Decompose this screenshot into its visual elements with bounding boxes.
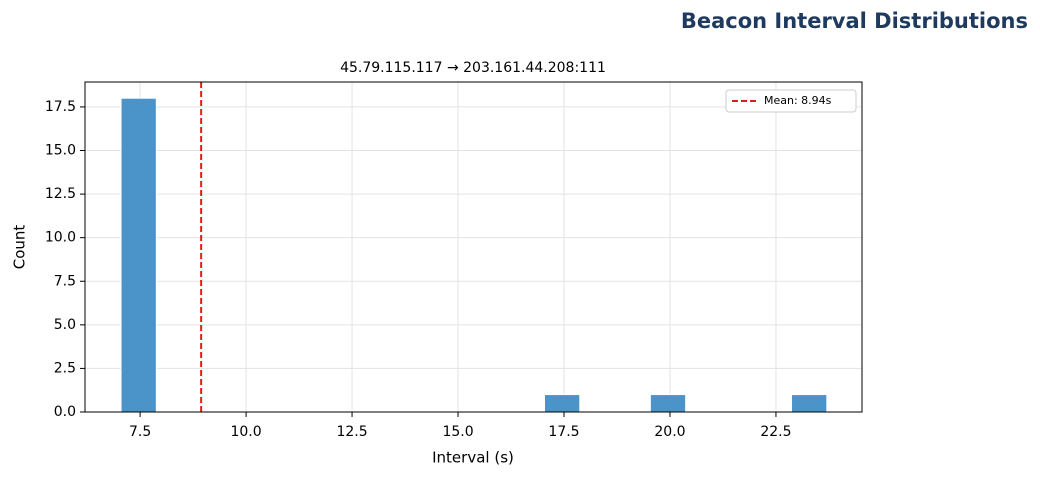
- legend: Mean: 8.94s: [725, 89, 857, 113]
- x-tick-label: 12.5: [336, 424, 367, 440]
- x-axis-label: Interval (s): [432, 449, 514, 467]
- y-tick-label: 7.5: [54, 273, 76, 289]
- x-tick-label: 20.0: [654, 424, 685, 440]
- y-tick-label: 12.5: [45, 186, 76, 202]
- x-tick-label: 15.0: [442, 424, 473, 440]
- legend-box: [725, 89, 857, 113]
- y-tick-label: 17.5: [45, 99, 76, 115]
- bar: [120, 97, 157, 413]
- y-tick-label: 10.0: [45, 230, 76, 246]
- x-tick-label: 7.5: [129, 424, 151, 440]
- x-tick-label: 10.0: [230, 424, 261, 440]
- x-tick-label: 17.5: [548, 424, 579, 440]
- page-title: Beacon Interval Distributions: [681, 9, 1028, 33]
- x-tick-label: 22.5: [760, 424, 791, 440]
- plot-frame: [84, 81, 863, 413]
- y-tick-label: 2.5: [54, 360, 76, 376]
- y-tick-label: 0.0: [54, 404, 76, 420]
- bar: [544, 394, 581, 413]
- y-tick-label: 5.0: [54, 317, 76, 333]
- bar: [791, 394, 828, 413]
- y-axis-label: Count: [11, 225, 29, 270]
- bar: [649, 394, 687, 413]
- chart-title: 45.79.115.117 → 203.161.44.208:111: [340, 60, 606, 76]
- legend-label: Mean: 8.94s: [764, 94, 832, 107]
- y-tick-label: 15.0: [45, 143, 76, 159]
